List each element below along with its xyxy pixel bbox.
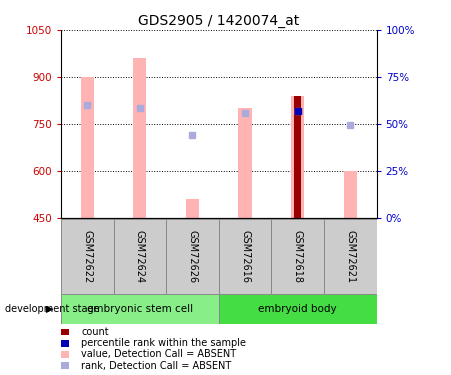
- Title: GDS2905 / 1420074_at: GDS2905 / 1420074_at: [138, 13, 299, 28]
- Bar: [133, 58, 147, 217]
- Bar: [114, 219, 166, 294]
- Bar: [61, 294, 219, 324]
- Text: GSM72616: GSM72616: [240, 230, 250, 284]
- Bar: [239, 108, 252, 218]
- Bar: [344, 171, 357, 217]
- Text: count: count: [81, 327, 109, 337]
- Text: GSM72624: GSM72624: [135, 230, 145, 284]
- Text: embryonic stem cell: embryonic stem cell: [87, 304, 193, 314]
- Bar: [219, 219, 272, 294]
- Text: percentile rank within the sample: percentile rank within the sample: [81, 338, 246, 348]
- Bar: [219, 294, 377, 324]
- Bar: [81, 77, 94, 218]
- Text: rank, Detection Call = ABSENT: rank, Detection Call = ABSENT: [81, 361, 231, 370]
- Bar: [186, 199, 199, 217]
- Text: GSM72618: GSM72618: [293, 230, 303, 284]
- Bar: [291, 96, 304, 218]
- Text: GSM72622: GSM72622: [82, 230, 92, 284]
- Text: development stage: development stage: [5, 304, 99, 314]
- Bar: [166, 219, 219, 294]
- Text: GSM72621: GSM72621: [345, 230, 355, 284]
- Text: embryoid body: embryoid body: [258, 304, 337, 314]
- Bar: [61, 219, 114, 294]
- Bar: [294, 96, 301, 218]
- Text: value, Detection Call = ABSENT: value, Detection Call = ABSENT: [81, 350, 236, 359]
- Text: GSM72626: GSM72626: [188, 230, 198, 284]
- Bar: [272, 219, 324, 294]
- Bar: [324, 219, 377, 294]
